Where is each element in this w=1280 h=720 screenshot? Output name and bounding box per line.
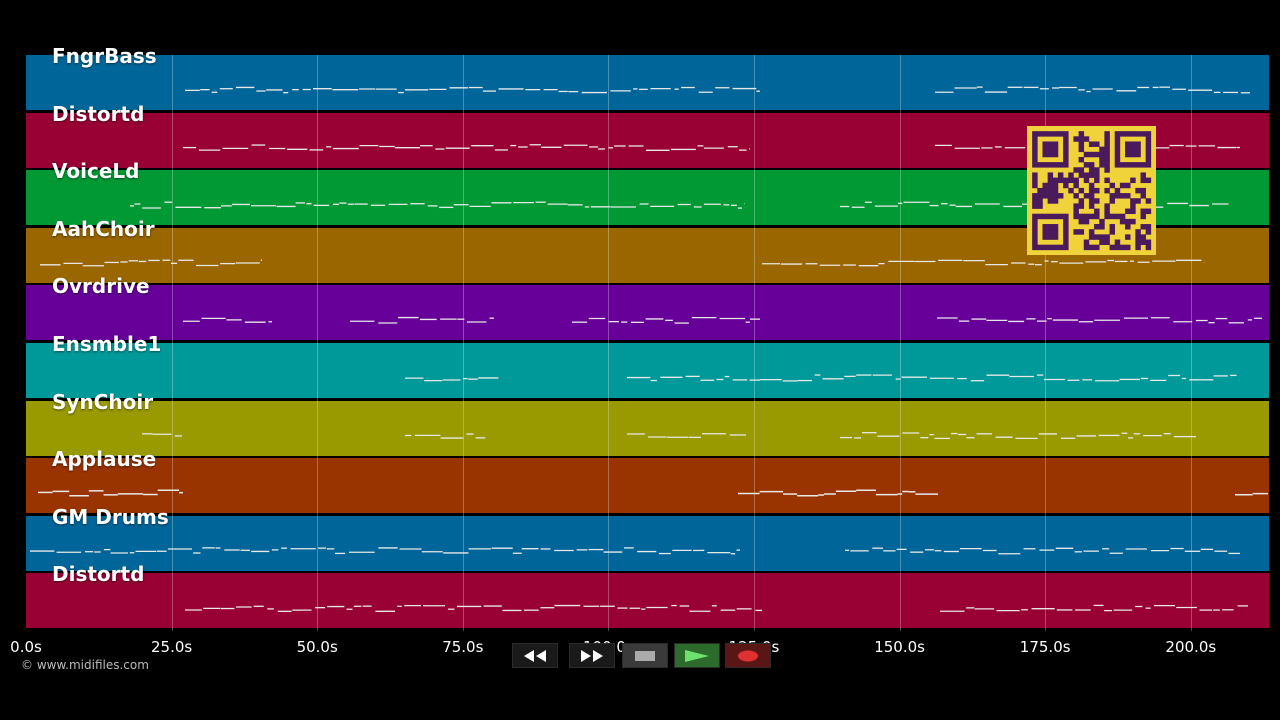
record-button[interactable]: [725, 643, 771, 668]
track-name: GM Drums: [52, 504, 169, 529]
copyright-text: © www.midifiles.com: [21, 658, 149, 672]
time-tick-label: 200.0s: [1165, 638, 1217, 656]
gridline: [1190, 55, 1192, 631]
time-tick-label: 0.0s: [10, 638, 42, 656]
track-name: Distortd: [52, 101, 145, 126]
track-name: Distortd: [52, 562, 145, 587]
gridline: [171, 55, 173, 631]
track-lane[interactable]: Distortd: [26, 562, 1269, 629]
time-tick-label: 150.0s: [874, 638, 925, 656]
track-name: FngrBass: [52, 44, 157, 68]
fast-forward-button[interactable]: [569, 643, 615, 668]
track-name: Ovrdrive: [52, 274, 150, 299]
time-tick-label: 50.0s: [296, 638, 338, 656]
record-icon: [738, 650, 758, 661]
qr-code-icon[interactable]: [1027, 126, 1156, 255]
track-name: SynChoir: [52, 389, 154, 414]
gridline: [1045, 55, 1047, 631]
track-lane[interactable]: SynChoir: [26, 390, 1269, 456]
track-name: AahChoir: [52, 216, 155, 241]
track-name: VoiceLd: [52, 159, 140, 184]
rewind-button[interactable]: [512, 643, 558, 668]
time-tick-label: 175.0s: [1019, 638, 1071, 656]
stop-icon: [635, 650, 655, 661]
stop-button[interactable]: [622, 643, 668, 668]
rewind-icon: [524, 649, 546, 662]
track-lane[interactable]: Ovrdrive: [26, 274, 1269, 341]
gridline: [462, 55, 464, 631]
track-name: Applause: [52, 447, 157, 472]
time-tick-label: 25.0s: [150, 638, 193, 656]
track-lane[interactable]: GM Drums: [26, 505, 1269, 571]
fast-forward-icon: [581, 649, 603, 662]
gridline: [317, 55, 319, 631]
gridline: [899, 55, 901, 631]
track-lane[interactable]: FngrBass: [26, 44, 1269, 110]
track-name: Ensmble1: [52, 332, 162, 356]
gridline: [608, 55, 610, 631]
track-lane[interactable]: Applause: [26, 447, 1269, 514]
track-lane[interactable]: Ensmble1: [26, 332, 1269, 398]
play-icon: [685, 649, 709, 662]
gridline: [754, 55, 755, 631]
play-button[interactable]: [674, 643, 720, 668]
time-tick-label: 75.0s: [442, 638, 484, 656]
transport-controls: [510, 643, 771, 668]
